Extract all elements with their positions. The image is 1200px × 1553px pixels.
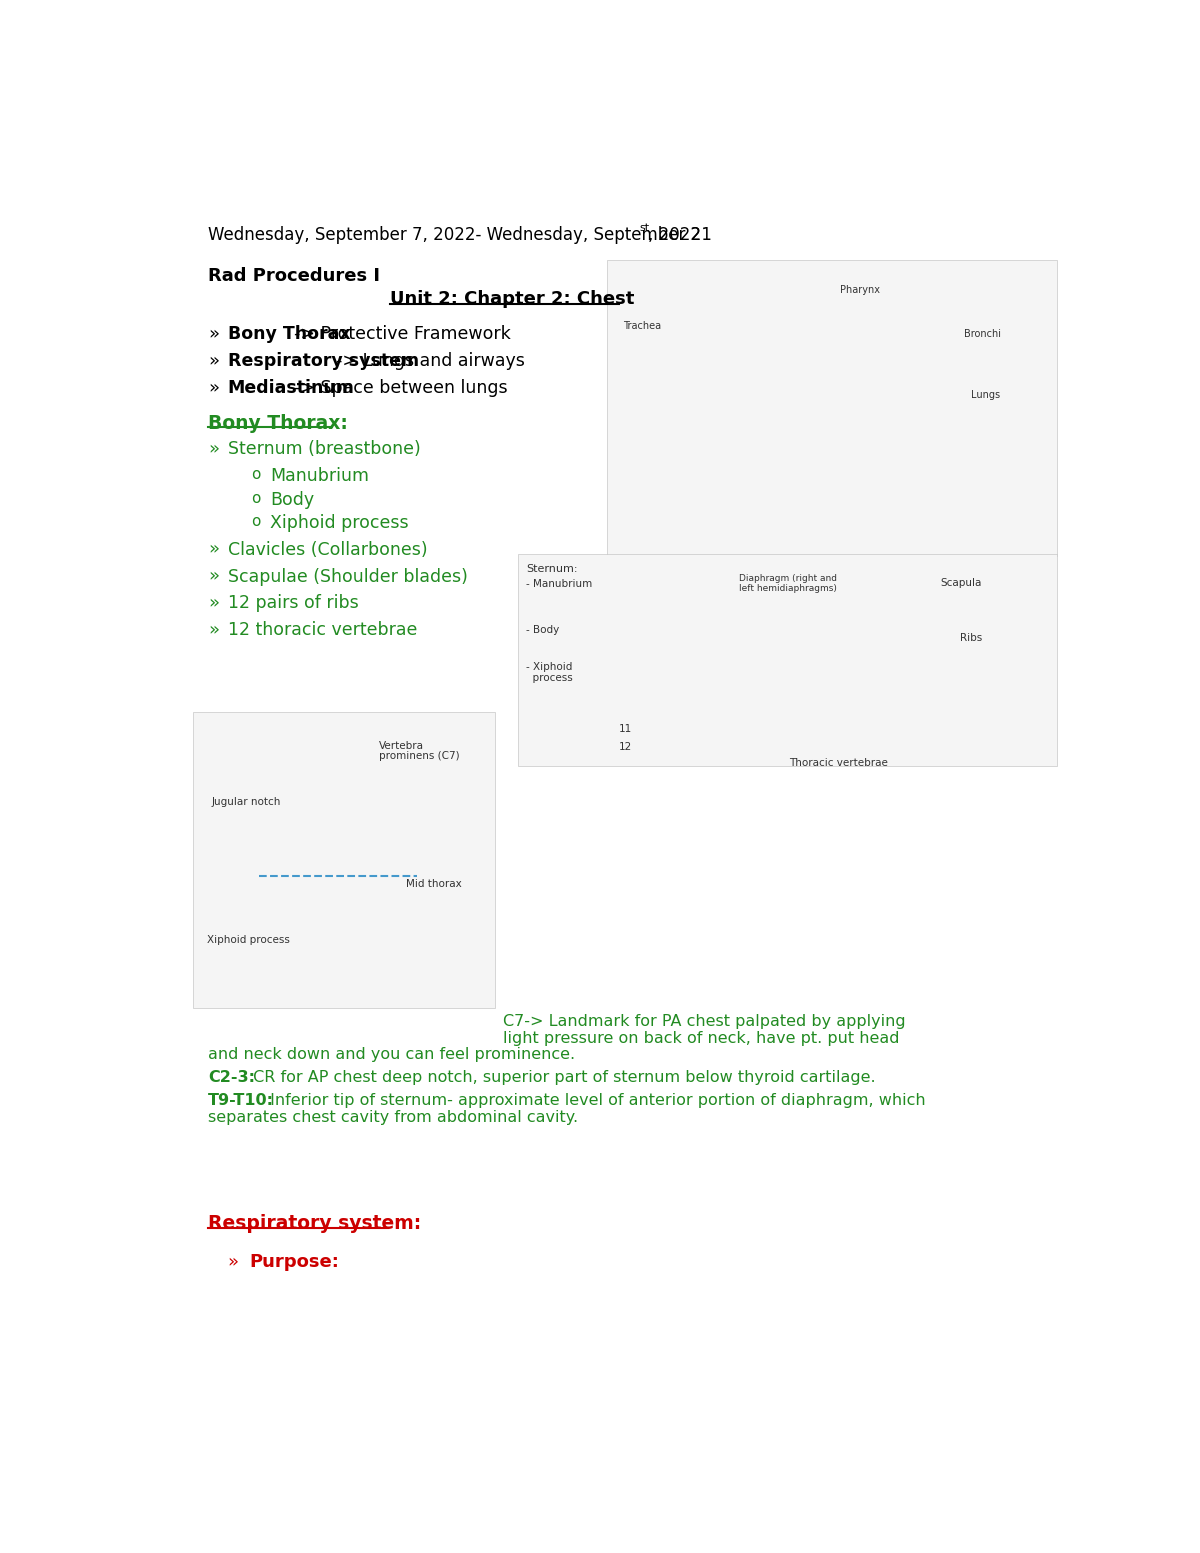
Text: »: »	[208, 567, 220, 585]
Text: Lungs: Lungs	[972, 390, 1001, 401]
Text: Xiphoid process: Xiphoid process	[206, 935, 289, 944]
Text: Xiphoid process: Xiphoid process	[270, 514, 409, 531]
Text: 12: 12	[619, 742, 632, 752]
Text: 11: 11	[619, 724, 632, 735]
FancyBboxPatch shape	[607, 259, 1057, 556]
Text: Scapulae (Shoulder blades): Scapulae (Shoulder blades)	[228, 567, 467, 585]
Text: and neck down and you can feel prominence.: and neck down and you can feel prominenc…	[208, 1047, 575, 1062]
Text: Mid thorax: Mid thorax	[406, 879, 462, 890]
Text: Inferior tip of sternum- approximate level of anterior portion of diaphragm, whi: Inferior tip of sternum- approximate lev…	[265, 1093, 925, 1107]
Text: Bony Thorax: Bony Thorax	[228, 325, 350, 343]
Text: o: o	[251, 514, 260, 528]
Text: »: »	[208, 379, 220, 398]
Text: C2-3:: C2-3:	[208, 1070, 256, 1084]
Text: 12 thoracic vertebrae: 12 thoracic vertebrae	[228, 621, 416, 640]
Text: Sternum:: Sternum:	[526, 564, 577, 573]
Text: Ribs: Ribs	[960, 634, 982, 643]
Text: Mediastinum: Mediastinum	[228, 379, 354, 398]
Text: C7-> Landmark for PA chest palpated by applying: C7-> Landmark for PA chest palpated by a…	[503, 1014, 905, 1030]
Text: Jugular notch: Jugular notch	[212, 797, 281, 808]
Text: st: st	[640, 224, 650, 233]
Text: Purpose:: Purpose:	[250, 1253, 340, 1270]
Text: -> Space between lungs: -> Space between lungs	[294, 379, 508, 398]
Text: Trachea: Trachea	[623, 321, 661, 331]
Text: 12 pairs of ribs: 12 pairs of ribs	[228, 595, 359, 612]
Text: Clavicles (Collarbones): Clavicles (Collarbones)	[228, 540, 427, 559]
Text: Unit 2: Chapter 2: Chest: Unit 2: Chapter 2: Chest	[390, 290, 635, 309]
Text: Rad Procedures I: Rad Procedures I	[208, 267, 380, 286]
Text: -> Lungs and airways: -> Lungs and airways	[336, 353, 526, 370]
Text: Body: Body	[270, 491, 314, 508]
Text: - Body: - Body	[526, 626, 559, 635]
Text: - Xiphoid: - Xiphoid	[526, 662, 572, 672]
Text: Manubrium: Manubrium	[270, 467, 370, 486]
FancyBboxPatch shape	[518, 554, 1057, 766]
Text: »: »	[208, 353, 220, 370]
Text: , 2022: , 2022	[648, 227, 701, 244]
Text: Thoracic vertebrae: Thoracic vertebrae	[790, 758, 888, 769]
Text: CR for AP chest deep notch, superior part of sternum below thyroid cartilage.: CR for AP chest deep notch, superior par…	[248, 1070, 876, 1084]
Text: light pressure on back of neck, have pt. put head: light pressure on back of neck, have pt.…	[503, 1031, 899, 1047]
FancyBboxPatch shape	[193, 711, 494, 1008]
Text: -> Protective Framework: -> Protective Framework	[294, 325, 511, 343]
Text: Vertebra: Vertebra	[379, 741, 424, 750]
Text: o: o	[251, 467, 260, 483]
Text: »: »	[208, 595, 220, 612]
Text: Bronchi: Bronchi	[964, 329, 1001, 339]
Text: »: »	[208, 441, 220, 458]
Text: process: process	[526, 672, 572, 683]
Text: »: »	[208, 621, 220, 640]
Text: Bony Thorax:: Bony Thorax:	[208, 413, 348, 432]
Text: Pharynx: Pharynx	[840, 284, 880, 295]
Text: Respiratory system:: Respiratory system:	[208, 1214, 421, 1233]
Text: »: »	[208, 325, 220, 343]
Text: Respiratory system: Respiratory system	[228, 353, 419, 370]
Text: T9-T10:: T9-T10:	[208, 1093, 274, 1107]
Text: separates chest cavity from abdominal cavity.: separates chest cavity from abdominal ca…	[208, 1110, 578, 1126]
Text: »: »	[208, 540, 220, 559]
Text: Scapula: Scapula	[941, 578, 982, 587]
Text: Wednesday, September 7, 2022- Wednesday, September 21: Wednesday, September 7, 2022- Wednesday,…	[208, 227, 712, 244]
Text: left hemidiaphragms): left hemidiaphragms)	[739, 584, 836, 593]
Text: o: o	[251, 491, 260, 506]
Text: prominens (C7): prominens (C7)	[379, 750, 460, 761]
Text: »: »	[228, 1253, 239, 1270]
Text: - Manubrium: - Manubrium	[526, 579, 592, 589]
Text: Diaphragm (right and: Diaphragm (right and	[739, 575, 838, 584]
Text: Sternum (breastbone): Sternum (breastbone)	[228, 441, 420, 458]
